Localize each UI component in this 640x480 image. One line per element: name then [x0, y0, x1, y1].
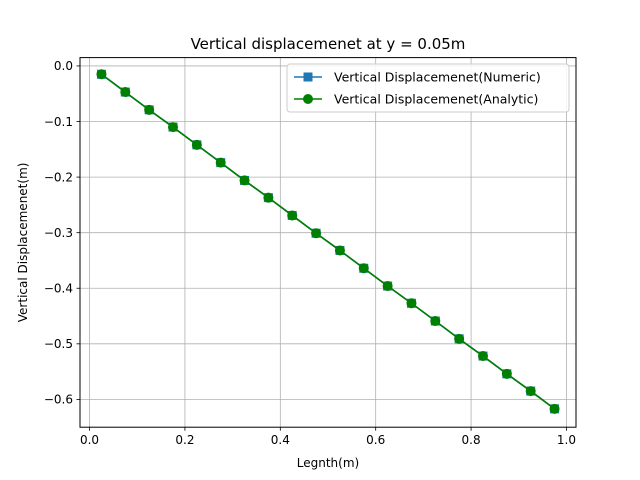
plot-frame	[79, 57, 577, 428]
y-tick-label: −0.4	[44, 282, 73, 296]
y-tick-label: −0.5	[44, 337, 73, 351]
chart-title: Vertical displacemenet at y = 0.05m	[191, 35, 466, 53]
y-tick-label: 0.0	[54, 59, 73, 73]
y-axis-label: Vertical Displacemenet(m)	[16, 163, 30, 323]
data-point-circle	[478, 351, 488, 362]
data-point-circle	[144, 104, 155, 115]
data-point-circle	[303, 94, 313, 104]
data-point-circle	[311, 228, 322, 239]
data-point-circle	[334, 245, 345, 256]
y-tick-label: −0.6	[44, 393, 73, 407]
data-point-circle	[358, 263, 369, 274]
data-point-circle	[120, 87, 131, 98]
data-point-circle	[96, 69, 107, 80]
legend-label: Vertical Displacemenet(Analytic)	[334, 92, 538, 107]
legend-label: Vertical Displacemenet(Numeric)	[334, 70, 541, 85]
grid	[80, 57, 576, 428]
data-point-circle	[382, 281, 393, 292]
legend: Vertical Displacemenet(Numeric) Vertical …	[286, 63, 570, 113]
ticks: 0.0 0.2 0.4 0.6 0.8 1.0 0.0 −0.1 −0.2 −0.3 −0.4 −0.…	[44, 59, 576, 447]
series-analytic	[96, 69, 560, 414]
x-tick-label: 0.4	[271, 433, 290, 447]
y-tick-label: −0.2	[44, 170, 73, 184]
data-point-circle	[287, 210, 298, 221]
data-point-circle	[406, 298, 417, 309]
series-layer	[96, 69, 560, 414]
data-point-circle	[191, 139, 202, 150]
data-point-circle	[168, 122, 178, 133]
x-tick-label: 0.8	[462, 433, 481, 447]
data-point-circle	[430, 316, 441, 327]
x-tick-label: 0.6	[366, 433, 385, 447]
legend-box	[286, 63, 570, 113]
x-tick-label: 0.2	[175, 433, 194, 447]
legend-entry: Vertical Displacemenet(Numeric)	[294, 70, 541, 85]
data-point-circle	[549, 403, 560, 414]
data-point-square	[303, 72, 313, 82]
data-point-circle	[501, 368, 512, 379]
y-tick-label: −0.1	[44, 115, 73, 129]
data-point-circle	[454, 333, 465, 344]
x-axis-label: Legnth(m)	[297, 456, 359, 470]
data-point-circle	[263, 192, 274, 203]
data-point-circle	[239, 175, 250, 186]
y-tick-label: −0.3	[44, 226, 73, 240]
x-tick-label: 0.0	[80, 433, 99, 447]
legend-entry: Vertical Displacemenet(Analytic)	[294, 92, 538, 107]
x-tick-label: 1.0	[557, 433, 576, 447]
data-point-circle	[525, 386, 536, 397]
data-point-circle	[215, 157, 226, 168]
